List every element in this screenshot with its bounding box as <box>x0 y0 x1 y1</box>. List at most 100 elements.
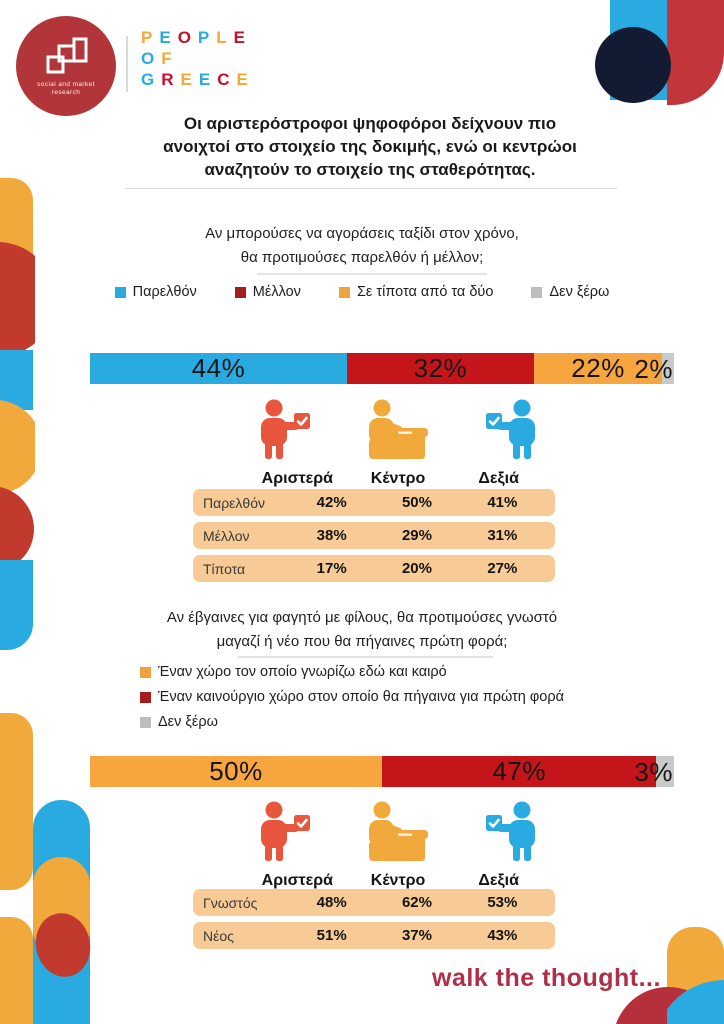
row-label: Τίποτα <box>203 560 246 577</box>
decor-top-right <box>595 0 724 112</box>
cell-value: 27% <box>487 560 518 577</box>
decor-orange-bar <box>0 917 33 1024</box>
table-row-known: Γνωστός 48% 62% 53% <box>193 889 555 916</box>
table-row-new: Νέος 51% 37% 43% <box>193 922 555 949</box>
decor-orange-pill <box>667 927 724 1024</box>
question-1-line: θα προτιμούσες παρελθόν ή μέλλον; <box>240 249 484 266</box>
cell-value: 38% <box>316 527 347 544</box>
legend-item: Δεν ξέρω <box>531 284 609 300</box>
logo-tagline: social and market research <box>37 81 95 97</box>
decor-orange-bar <box>0 713 33 890</box>
logo-badge: social and market research <box>16 16 116 116</box>
legend-swatch-gray <box>140 716 151 728</box>
logo-mark-icon <box>46 37 88 74</box>
bar-segment-neither: 22% <box>533 353 663 384</box>
legend-label: Έναν χώρο τον οποίο γνωρίζω εδώ και καιρ… <box>158 664 447 680</box>
ideology-column-labels-2: Αριστερά Κέντρο Δεξιά <box>247 872 549 890</box>
bar-value: 22% <box>571 353 625 383</box>
row-label: Γνωστός <box>203 894 258 911</box>
cell-value: 17% <box>316 560 347 577</box>
bar-segment-dont-know: 2% <box>634 353 674 384</box>
cell-value: 42% <box>316 494 347 511</box>
brand-letter: P <box>197 28 217 47</box>
footer-tagline: walk the thought... <box>432 964 661 992</box>
decor-red-block <box>667 0 724 105</box>
question-1: Αν μπορούσες να αγοράσεις ταξίδι στον χρ… <box>112 222 612 270</box>
question-2-line: Αν έβγαινες για φαγητό με φίλους, θα προ… <box>166 609 558 626</box>
legend-item: Μέλλον <box>234 284 301 300</box>
bar-segment-past: 44% <box>90 353 347 384</box>
bar-value: 32% <box>413 353 468 383</box>
cell-value: 31% <box>487 527 518 544</box>
decor-blue-clip <box>667 980 724 1024</box>
legend-item: Σε τίποτα από τα δύο <box>338 284 493 300</box>
headline-rule <box>125 188 617 189</box>
decor-blue-column <box>33 800 90 1024</box>
cell-value: 43% <box>487 927 518 944</box>
decor-navy-circle <box>595 27 671 103</box>
headline-line: ανοιχτοί στο στοιχείο της δοκιμής, ενώ ο… <box>163 137 577 156</box>
cell-value: 62% <box>401 894 432 911</box>
brand-letter: E <box>159 28 178 47</box>
cell-value: 29% <box>401 527 432 544</box>
legend-question-2: Έναν χώρο τον οποίο γνωρίζω εδώ και καιρ… <box>140 664 564 739</box>
question-1-line: Αν μπορούσες να αγοράσεις ταξίδι στον χρ… <box>205 225 519 242</box>
bar-value: 3% <box>634 757 673 787</box>
stacked-bar-question-2: 50% 47% 3% <box>90 756 674 787</box>
decor-blue-bar <box>0 350 33 410</box>
bar-segment-known-place: 50% <box>90 756 382 787</box>
question-2-underline <box>238 656 493 658</box>
logo-tagline-line2: research <box>51 89 81 96</box>
brand-divider <box>126 36 128 92</box>
legend-item: Παρελθόν <box>114 284 197 300</box>
decor-blue-bar <box>0 560 33 650</box>
brand-letter: E <box>180 70 199 89</box>
column-label-center: Κέντρο <box>370 470 426 487</box>
brand-letter: O <box>141 49 162 68</box>
brand-letter: E <box>198 70 218 89</box>
question-2: Αν έβγαινες για φαγητό με φίλους, θα προ… <box>92 606 632 654</box>
column-label-left: Αριστερά <box>261 470 333 487</box>
row-label: Μέλλον <box>203 527 250 544</box>
column-label-right: Δεξιά <box>478 872 519 889</box>
stacked-bar-question-1: 44% 32% 22% 2% <box>90 353 674 384</box>
center-ballot-box-icon <box>365 801 431 870</box>
legend-item: Έναν χώρο τον οποίο γνωρίζω εδώ και καιρ… <box>140 664 564 680</box>
brand-line-of: OF <box>141 48 255 69</box>
question-1-underline <box>257 273 487 275</box>
legend-swatch-gray <box>531 286 543 298</box>
brand-wordmark: PEOPLE OF GREECE <box>141 27 255 90</box>
ideology-column-labels-1: Αριστερά Κέντρο Δεξιά <box>247 470 549 488</box>
legend-swatch-orange <box>338 286 350 298</box>
decor-bottom-left <box>0 700 120 1024</box>
column-label-right: Δεξιά <box>478 470 519 487</box>
bar-value: 44% <box>191 353 246 383</box>
headline: Οι αριστερόστροφοι ψηφοφόροι δείχνουν πι… <box>112 112 628 181</box>
headline-line: αναζητούν το στοιχείο της σταθερότητας. <box>204 160 536 179</box>
bar-segment-dont-know: 3% <box>634 756 674 787</box>
legend-label: Παρελθόν <box>132 284 197 300</box>
cell-value: 48% <box>316 894 347 911</box>
ideology-icons-1 <box>252 399 544 468</box>
column-label-left: Αριστερά <box>261 872 333 889</box>
brand-letter: O <box>177 28 198 47</box>
left-voter-icon <box>252 801 312 870</box>
legend-label: Δεν ξέρω <box>549 284 610 300</box>
row-label: Παρελθόν <box>203 494 265 511</box>
decor-red-ellipse <box>29 908 97 982</box>
table-row-neither: Τίποτα 17% 20% 27% <box>193 555 555 582</box>
legend-swatch-orange <box>140 666 151 678</box>
brand-letter: L <box>216 28 234 47</box>
cell-value: 51% <box>316 927 347 944</box>
question-2-line: μαγαζί ή νέο που θα πήγαινες πρώτη φορά; <box>216 633 508 650</box>
cell-value: 50% <box>401 494 432 511</box>
table-row-past: Παρελθόν 42% 50% 41% <box>193 489 555 516</box>
decor-orange-pill <box>33 857 90 952</box>
logo-tagline-line1: social and market <box>37 81 95 88</box>
right-voter-icon <box>484 801 544 870</box>
bar-value: 2% <box>634 354 673 384</box>
legend-swatch-red <box>140 691 151 703</box>
brand-letter: R <box>161 70 181 89</box>
headline-line: Οι αριστερόστροφοι ψηφοφόροι δείχνουν πι… <box>183 114 557 133</box>
legend-item: Έναν καινούργιο χώρο στον οποίο θα πήγαι… <box>140 689 564 705</box>
